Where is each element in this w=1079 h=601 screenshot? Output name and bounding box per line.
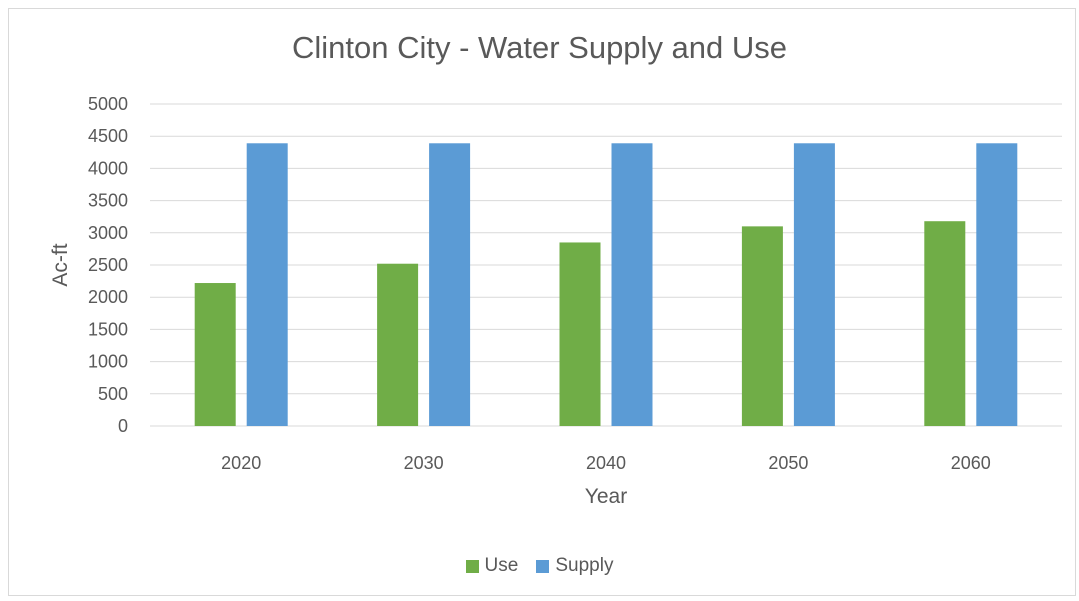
y-tick-label: 3500 xyxy=(88,191,128,211)
x-tick-label: 2040 xyxy=(586,453,626,473)
bar-supply-2050 xyxy=(793,143,835,426)
legend-swatch-supply xyxy=(536,559,550,573)
x-tick-label: 2050 xyxy=(768,453,808,473)
bar-supply-2020 xyxy=(246,143,288,426)
y-tick-label: 1000 xyxy=(88,352,128,372)
y-tick-label: 2000 xyxy=(88,287,128,307)
bar-use-2060 xyxy=(924,221,966,426)
y-tick-label: 4500 xyxy=(88,126,128,146)
chart-title: Clinton City - Water Supply and Use xyxy=(291,30,788,65)
x-tick-label: 2060 xyxy=(951,453,991,473)
x-tick-label: 2030 xyxy=(404,453,444,473)
y-tick-labels: 0 500 1000 1500 2000 2500 3000 3500 4000 4500 5000 xyxy=(88,94,128,436)
x-tick-labels: 2020 2030 2040 2050 2060 xyxy=(221,453,991,473)
bar-use-2050 xyxy=(741,226,783,426)
bar-use-2030 xyxy=(377,263,419,426)
y-tick-label: 3000 xyxy=(88,223,128,243)
bar-use-2040 xyxy=(559,242,601,426)
bar-supply-2030 xyxy=(429,143,471,426)
y-tick-label: 5000 xyxy=(88,94,128,114)
bar-supply-2060 xyxy=(976,143,1018,426)
gridlines xyxy=(150,103,1062,427)
y-tick-label: 2500 xyxy=(88,255,128,275)
bars xyxy=(194,143,1018,426)
legend-label-supply: Supply xyxy=(555,555,614,576)
chart-frame xyxy=(8,8,1076,596)
y-tick-label: 0 xyxy=(118,416,128,436)
y-tick-label: 4000 xyxy=(88,158,128,178)
legend-label-use: Use xyxy=(484,555,519,576)
x-axis-title: Year xyxy=(585,485,627,508)
legend-item-supply: Supply xyxy=(536,555,613,577)
bar-use-2020 xyxy=(194,283,236,426)
x-tick-label: 2020 xyxy=(221,453,261,473)
bar-supply-2040 xyxy=(611,143,653,426)
y-tick-label: 500 xyxy=(98,384,128,404)
legend-item-use: Use xyxy=(465,555,519,577)
legend: Use Supply xyxy=(0,555,1079,577)
y-tick-label: 1500 xyxy=(88,319,128,339)
legend-swatch-use xyxy=(465,559,479,573)
y-axis-title: Ac-ft xyxy=(49,243,72,286)
